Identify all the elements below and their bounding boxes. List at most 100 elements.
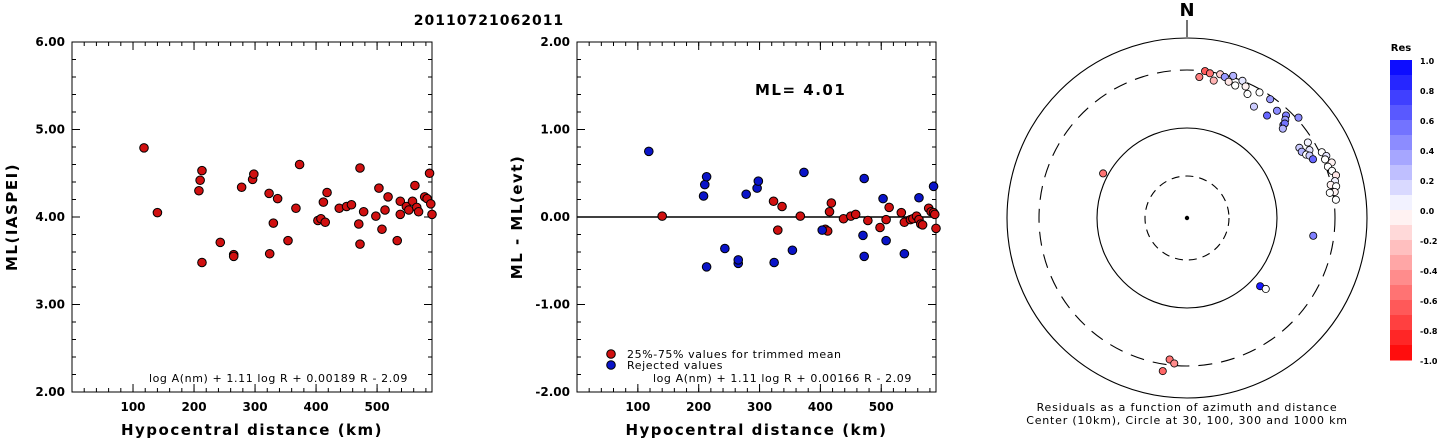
data-point-red	[194, 185, 204, 196]
station-residual-marker	[1331, 195, 1340, 204]
data-point-red	[826, 198, 837, 208]
x-tick-label: 100	[120, 400, 145, 414]
data-point-red	[768, 196, 779, 207]
data-point-red	[358, 206, 369, 217]
y-tick-label: -2.00	[535, 385, 570, 399]
legend-marker-blue	[606, 360, 616, 370]
station-residual-marker	[1321, 155, 1330, 164]
data-point-blue	[858, 230, 868, 241]
data-point-red	[395, 209, 406, 220]
colorbar-swatch	[1390, 210, 1412, 226]
y-tick-label: 0.00	[540, 210, 570, 224]
y-tick-label: 1.00	[540, 123, 570, 137]
station-residual-marker	[1209, 76, 1218, 85]
colorbar-swatch	[1390, 165, 1412, 181]
data-point-red	[264, 188, 274, 199]
colorbar-tick-label: -0.8	[1420, 327, 1437, 336]
data-point-blue	[644, 146, 654, 157]
data-point-red	[881, 214, 891, 225]
station-residual-marker	[1266, 95, 1275, 104]
x-tick-label: 300	[243, 400, 268, 414]
data-point-red	[346, 199, 357, 210]
data-point-red	[917, 220, 928, 230]
station-residual-marker	[1294, 113, 1303, 122]
data-point-blue	[699, 179, 710, 190]
data-point-blue	[799, 167, 809, 178]
station-residual-marker	[1249, 102, 1258, 111]
colorbar-tick-label: 0.2	[1420, 177, 1434, 186]
legend-label: Rejected values	[627, 359, 723, 372]
colorbar-swatch	[1390, 105, 1412, 121]
x-tick-label: 100	[625, 400, 650, 414]
x-tick-label: 300	[747, 400, 772, 414]
attenuation-formula: log A(nm) + 1.11 log R + 0.00189 R - 2.0…	[149, 372, 408, 385]
colorbar-title: Res	[1391, 43, 1411, 54]
station-residual-marker	[1272, 106, 1281, 115]
data-point-red	[850, 209, 861, 220]
colorbar-swatch	[1390, 330, 1412, 346]
data-point-red	[320, 217, 331, 228]
data-point-red	[795, 211, 806, 221]
x-tick-label: 400	[808, 400, 833, 414]
station-residual-marker	[1170, 359, 1179, 368]
data-point-blue	[741, 189, 751, 200]
data-point-blue	[928, 181, 939, 192]
data-point-red	[374, 183, 384, 193]
colorbar-tick-label: -1.0	[1420, 357, 1437, 366]
colorbar-swatch	[1390, 195, 1412, 211]
x-tick-label: 500	[869, 400, 894, 414]
data-point-red	[427, 209, 437, 220]
data-point-red	[318, 197, 329, 207]
colorbar-swatch	[1390, 90, 1412, 106]
y-tick-label: 2.00	[35, 385, 65, 399]
data-point-red	[197, 165, 207, 176]
y-tick-label: 4.00	[35, 210, 65, 224]
station-residual-marker	[1255, 88, 1264, 97]
data-point-red	[228, 251, 239, 262]
legend-marker-red	[606, 349, 616, 359]
station-residual-marker	[1099, 169, 1108, 178]
data-point-red	[824, 206, 835, 217]
y-tick-label: 2.00	[540, 35, 570, 49]
y-axis-label: ML - ML(evt)	[508, 155, 526, 279]
colorbar-tick-label: -0.4	[1420, 267, 1437, 276]
data-point-red	[657, 211, 667, 221]
data-point-red	[863, 215, 873, 226]
distance-ring	[1144, 175, 1230, 261]
data-point-red	[215, 237, 226, 248]
data-point-red	[772, 225, 783, 235]
x-axis-label: Hypocentral distance (km)	[121, 421, 383, 439]
distance-ring	[1038, 69, 1336, 367]
y-axis-label: ML(IASPEI)	[3, 163, 21, 271]
data-point-blue	[698, 191, 709, 201]
data-point-red	[875, 222, 885, 233]
station-residual-marker	[1195, 73, 1204, 82]
x-tick-label: 400	[304, 400, 329, 414]
station-residual-marker	[1278, 124, 1287, 133]
station-residual-marker	[1224, 77, 1233, 86]
data-point-blue	[899, 248, 910, 259]
y-tick-label: 6.00	[35, 35, 65, 49]
residual-colorbar: Res 1.0 0.8 0.6 0.4 0.2 0.0 -0.2 -0.4 -0.6 -0.8 -1.…	[1390, 43, 1437, 366]
station-residual-marker	[1309, 231, 1318, 240]
colorbar-swatch	[1390, 135, 1412, 151]
station-residual-marker	[1325, 188, 1334, 197]
colorbar-swatch	[1390, 120, 1412, 136]
data-point-red	[777, 201, 787, 212]
data-point-blue	[787, 245, 798, 256]
data-point-blue	[701, 262, 712, 272]
data-point-red	[195, 175, 205, 186]
data-point-red	[355, 239, 365, 249]
data-point-red	[152, 207, 163, 218]
data-point-red	[395, 196, 406, 207]
data-point-red	[424, 168, 435, 179]
epicenter-marker	[1184, 215, 1190, 221]
data-point-blue	[769, 257, 779, 268]
data-point-red	[425, 199, 436, 209]
ml-residual-vs-distance-plot: -2.00 -1.00 0.00 1.00 2.00 100 200 300 400 500 Hyp…	[508, 35, 941, 439]
data-point-red	[272, 193, 283, 204]
figure-title: 20110721062011	[414, 13, 564, 29]
data-point-blue	[914, 192, 924, 203]
x-tick-label: 200	[182, 400, 207, 414]
station-residual-marker	[1261, 284, 1270, 293]
